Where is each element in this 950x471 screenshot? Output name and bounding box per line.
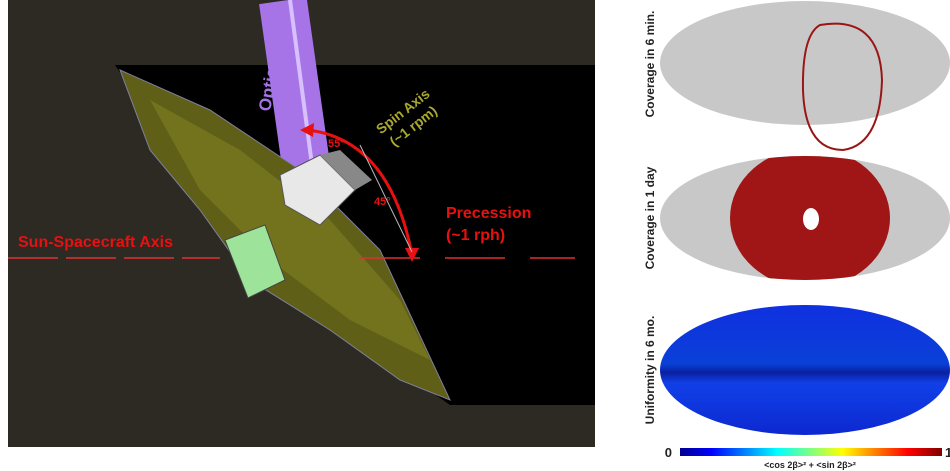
spacecraft-render xyxy=(8,0,595,447)
sun-axis-label: Sun-Spacecraft Axis xyxy=(18,234,173,251)
map-label: Uniformity in 6 mo. xyxy=(643,316,657,425)
precession-label: Precession xyxy=(446,205,531,222)
colorbar-label: <cos 2β>² + <sin 2β>² xyxy=(764,460,856,470)
map-label: Coverage in 6 min. xyxy=(643,11,657,118)
colorbar-min: 0 xyxy=(665,445,672,460)
angle-label: 55° xyxy=(328,138,345,150)
colorbar-max: 1 xyxy=(945,445,950,460)
precession-rate: (~1 rph) xyxy=(446,227,505,244)
figure: Optical Axis Spin Axis (~1 rpm) 55° 45° … xyxy=(0,0,950,471)
angle-label: 45° xyxy=(374,196,391,208)
map-label: Coverage in 1 day xyxy=(643,166,657,269)
sky-maps xyxy=(660,1,950,456)
